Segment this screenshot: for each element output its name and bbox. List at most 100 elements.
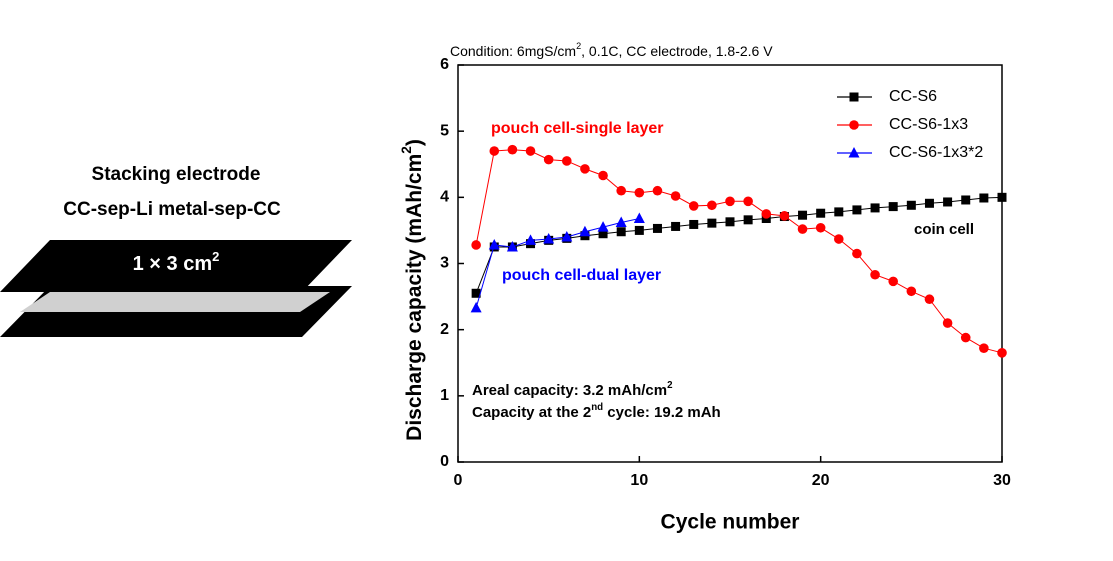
text-part: cycle: 19.2 mAh: [603, 404, 721, 421]
legend-label: CC-S6-1x3*2: [889, 144, 983, 161]
text-part: coin cell: [914, 221, 974, 238]
text-part: , 0.1C, CC electrode, 1.8-2.6 V: [581, 43, 773, 59]
marker-circle: [942, 318, 953, 328]
text-part: pouch cell-single layer: [491, 120, 664, 137]
marker-circle: [616, 185, 626, 196]
y-tick-label: 2: [440, 321, 449, 338]
marker-circle: [779, 211, 790, 221]
text-part: pouch cell-dual layer: [502, 267, 661, 284]
marker-circle: [580, 164, 590, 174]
superscript: 2: [399, 146, 414, 154]
marker-circle: [834, 234, 844, 244]
diagram-subtitle: CC-sep-Li metal-sep-CC: [63, 199, 281, 220]
chart-subtitle: Condition: 6mgS/cm2, 0.1C, CC electrode,…: [450, 41, 773, 58]
text-part: Areal capacity: 3.2 mAh/cm: [472, 382, 667, 399]
text-part: ): [403, 139, 426, 146]
marker-triangle: [543, 233, 555, 244]
annotation: pouch cell-single layer: [491, 120, 664, 137]
marker-square: [997, 192, 1007, 202]
marker-square: [961, 195, 971, 205]
text-part: Condition: 6mgS/cm: [450, 43, 576, 59]
y-tick-label: 1: [440, 387, 449, 404]
marker-square: [852, 205, 862, 215]
marker-circle: [852, 248, 862, 259]
x-tick-label: 30: [993, 472, 1011, 489]
marker-circle: [797, 224, 808, 234]
marker-square: [924, 198, 934, 208]
marker-circle: [870, 269, 880, 280]
marker-circle: [997, 348, 1007, 358]
marker-circle: [888, 276, 898, 287]
marker-circle: [761, 209, 772, 219]
annotation: Areal capacity: 3.2 mAh/cm2: [472, 380, 673, 399]
marker-square: [707, 218, 717, 228]
x-tick-label: 10: [630, 472, 648, 489]
text-part: Capacity at the 2: [472, 404, 591, 421]
marker-square: [616, 227, 626, 237]
marker-square: [849, 92, 859, 102]
marker-circle: [725, 196, 735, 207]
marker-circle: [849, 120, 859, 130]
marker-square: [798, 210, 808, 220]
superscript: 2: [576, 41, 581, 51]
marker-triangle: [579, 225, 591, 237]
superscript: 2: [212, 249, 219, 264]
marker-triangle: [506, 240, 518, 252]
marker-square: [689, 219, 699, 229]
annotation: Capacity at the 2nd cycle: 19.2 mAh: [472, 402, 721, 421]
series-line: [475, 149, 1003, 354]
diagram-title: Stacking electrode: [92, 164, 261, 185]
marker-square: [652, 223, 662, 233]
marker-square: [816, 208, 826, 218]
marker-triangle: [470, 301, 482, 313]
marker-circle: [743, 196, 753, 207]
marker-circle: [906, 286, 917, 297]
x-tick-label: 20: [812, 472, 830, 489]
marker-square: [634, 225, 644, 235]
marker-circle: [471, 240, 481, 250]
marker-circle: [707, 200, 717, 211]
y-tick-label: 5: [440, 122, 449, 139]
legend-label: CC-S6-1x3: [889, 116, 968, 133]
marker-circle: [815, 222, 826, 233]
stack-diagram: [0, 240, 352, 337]
marker-square: [943, 197, 953, 207]
marker-triangle: [633, 212, 645, 224]
superscript: 2: [667, 380, 673, 391]
marker-square: [834, 207, 844, 217]
legend-label: CC-S6: [889, 88, 937, 105]
marker-circle: [525, 146, 536, 156]
size-label: 1 × 3 cm2: [133, 249, 220, 275]
superscript: nd: [591, 402, 603, 413]
x-tick-label: 0: [454, 472, 463, 489]
marker-triangle: [561, 231, 573, 242]
top-electrode: [0, 240, 352, 292]
marker-square: [598, 229, 608, 239]
marker-square: [979, 193, 989, 203]
y-tick-label: 0: [440, 453, 449, 470]
y-tick-label: 6: [440, 56, 449, 73]
marker-square: [888, 202, 898, 212]
text-part: Discharge capacity (mAh/cm: [403, 154, 426, 441]
marker-circle: [507, 144, 518, 155]
annotation: pouch cell-dual layer: [502, 267, 661, 284]
y-tick-label: 3: [440, 255, 449, 272]
marker-circle: [960, 332, 971, 343]
marker-square: [870, 203, 880, 213]
marker-circle: [598, 170, 608, 181]
marker-square: [743, 215, 753, 225]
x-axis-label: Cycle number: [661, 511, 800, 534]
marker-circle: [979, 343, 989, 353]
marker-circle: [688, 201, 699, 211]
marker-triangle: [848, 147, 860, 158]
separator: [20, 292, 330, 312]
y-tick-label: 4: [440, 189, 449, 206]
marker-square: [725, 217, 735, 227]
marker-circle: [634, 187, 645, 198]
marker-square: [671, 221, 681, 231]
marker-square: [471, 288, 481, 298]
annotation: coin cell: [914, 221, 974, 238]
marker-circle: [489, 146, 500, 156]
